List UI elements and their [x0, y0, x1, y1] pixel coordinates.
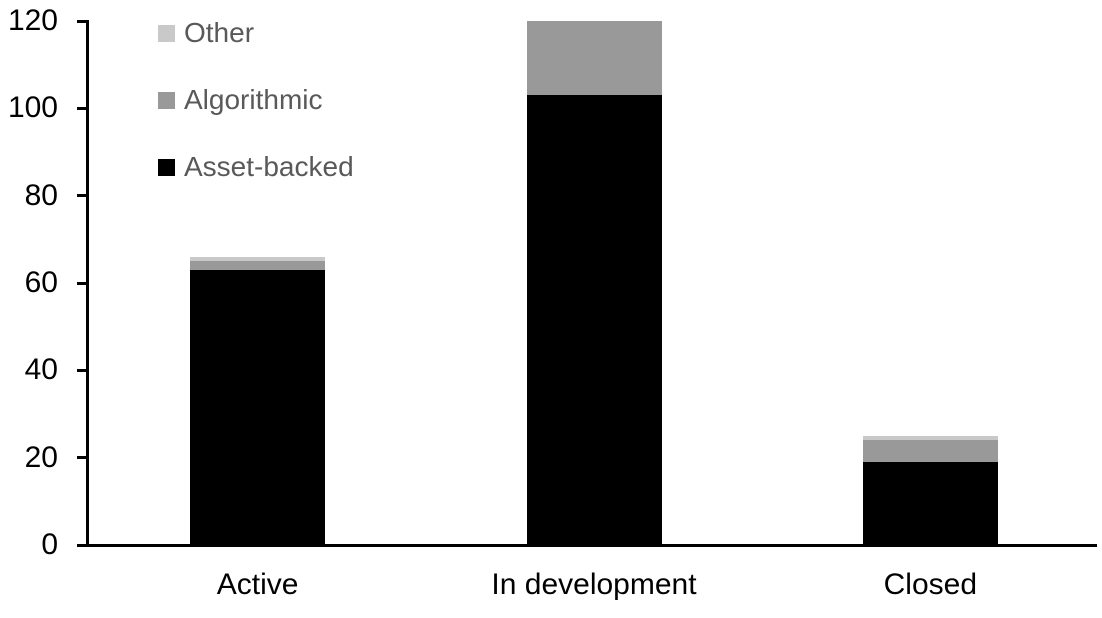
legend-swatch-icon	[158, 158, 175, 176]
bar-segment-asset-backed-active	[190, 269, 326, 545]
y-tick-mark	[77, 456, 89, 460]
legend-label: Other	[184, 17, 255, 48]
bar-segment-algorithmic-in-development	[526, 21, 662, 96]
bar-segment-asset-backed-in-development	[526, 95, 662, 545]
legend-item-other: Other	[158, 17, 354, 49]
y-tick-mark	[77, 106, 89, 110]
category-label: Closed	[883, 568, 978, 601]
y-tick-label: 20	[24, 440, 58, 474]
legend-item-algorithmic: Algorithmic	[158, 84, 354, 116]
y-tick-mark	[77, 543, 89, 547]
legend: Other Algorithmic Asset-backed	[158, 17, 354, 218]
legend-item-asset-backed: Asset-backed	[158, 151, 354, 183]
bar-segment-other-active	[190, 256, 326, 262]
y-tick-label: 40	[24, 353, 58, 387]
y-tick-mark	[77, 281, 89, 285]
legend-swatch-icon	[158, 24, 175, 42]
category-label: In development	[491, 568, 697, 601]
y-tick-mark	[77, 368, 89, 372]
legend-swatch-icon	[158, 91, 175, 109]
y-tick-label: 0	[41, 528, 58, 561]
bar-segment-asset-backed-closed	[862, 462, 998, 545]
x-axis-line	[86, 544, 1097, 547]
y-tick-label: 100	[7, 91, 58, 125]
y-tick-mark	[77, 19, 89, 23]
category-label: Active	[216, 568, 299, 601]
y-tick-label: 60	[24, 266, 58, 299]
legend-label: Algorithmic	[184, 84, 323, 115]
bar-segment-algorithmic-closed	[862, 440, 998, 463]
bar-segment-other-closed	[862, 435, 998, 441]
y-tick-label: 120	[7, 4, 58, 37]
bar-segment-algorithmic-active	[190, 261, 326, 270]
y-tick-label: 80	[24, 178, 58, 212]
legend-label: Asset-backed	[184, 151, 354, 182]
y-tick-mark	[77, 194, 89, 198]
